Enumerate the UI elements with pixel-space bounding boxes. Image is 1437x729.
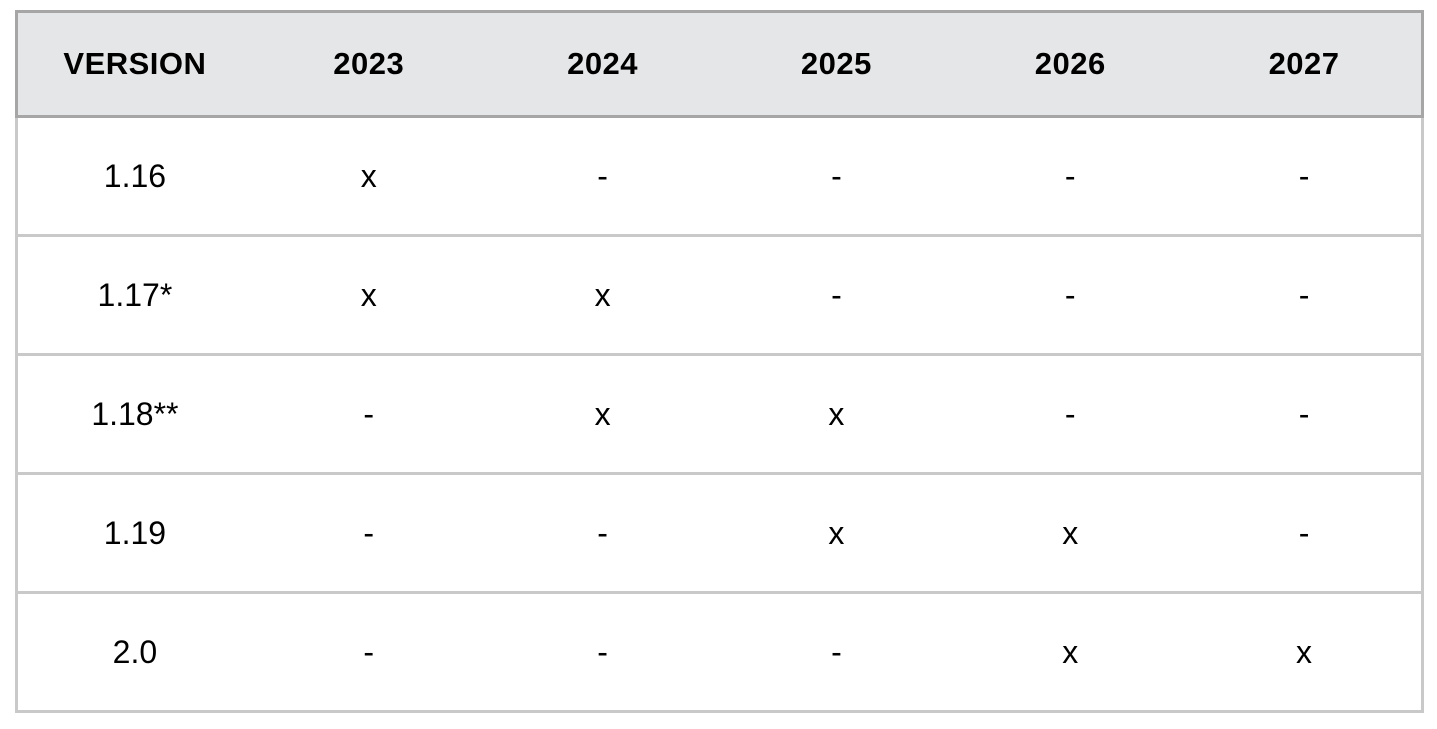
version-label: 1.19 [103, 514, 167, 551]
support-mark: - [1298, 395, 1310, 432]
table-row: 1.17* x x - - - [15, 237, 1424, 356]
support-mark: - [597, 157, 608, 194]
support-mark: - [1298, 514, 1310, 551]
support-mark: x [1062, 633, 1079, 670]
support-mark: - [597, 514, 608, 551]
support-mark: - [363, 395, 375, 432]
support-mark: x [828, 514, 845, 551]
support-mark: - [831, 157, 842, 194]
version-label: 1.16 [103, 157, 167, 194]
table-row: 1.19 - - x x - [15, 475, 1424, 594]
support-mark: - [363, 633, 375, 670]
table-header-row: VERSION 2023 2024 2025 2026 2027 [15, 10, 1424, 118]
support-mark: x [594, 276, 611, 313]
support-mark: - [1298, 276, 1310, 313]
column-header-2024: 2024 [567, 46, 639, 81]
support-mark: x [360, 276, 377, 313]
column-header-2023: 2023 [333, 46, 405, 81]
column-header-2025: 2025 [800, 46, 872, 81]
support-mark: - [1064, 157, 1076, 194]
version-label: 1.18** [91, 395, 179, 432]
version-support-table: VERSION 2023 2024 2025 2026 2027 1.16 x … [15, 10, 1424, 713]
column-header-2026: 2026 [1034, 46, 1106, 81]
column-header-version: VERSION [63, 46, 207, 81]
support-mark: - [831, 276, 842, 313]
support-mark: - [1064, 276, 1076, 313]
support-mark: - [363, 514, 375, 551]
version-label: 2.0 [112, 633, 158, 670]
table-row: 1.18** - x x - - [15, 356, 1424, 475]
support-mark: x [828, 395, 845, 432]
support-mark: - [1298, 157, 1310, 194]
support-mark: x [1062, 514, 1079, 551]
table-row: 1.16 x - - - - [15, 118, 1424, 237]
support-mark: - [831, 633, 842, 670]
table-row: 2.0 - - - x x [15, 594, 1424, 713]
support-mark: x [594, 395, 611, 432]
version-label: 1.17* [97, 276, 173, 313]
support-mark: x [360, 157, 377, 194]
support-mark: - [597, 633, 608, 670]
support-mark: x [1296, 633, 1313, 670]
support-mark: - [1064, 395, 1076, 432]
column-header-2027: 2027 [1268, 46, 1340, 81]
